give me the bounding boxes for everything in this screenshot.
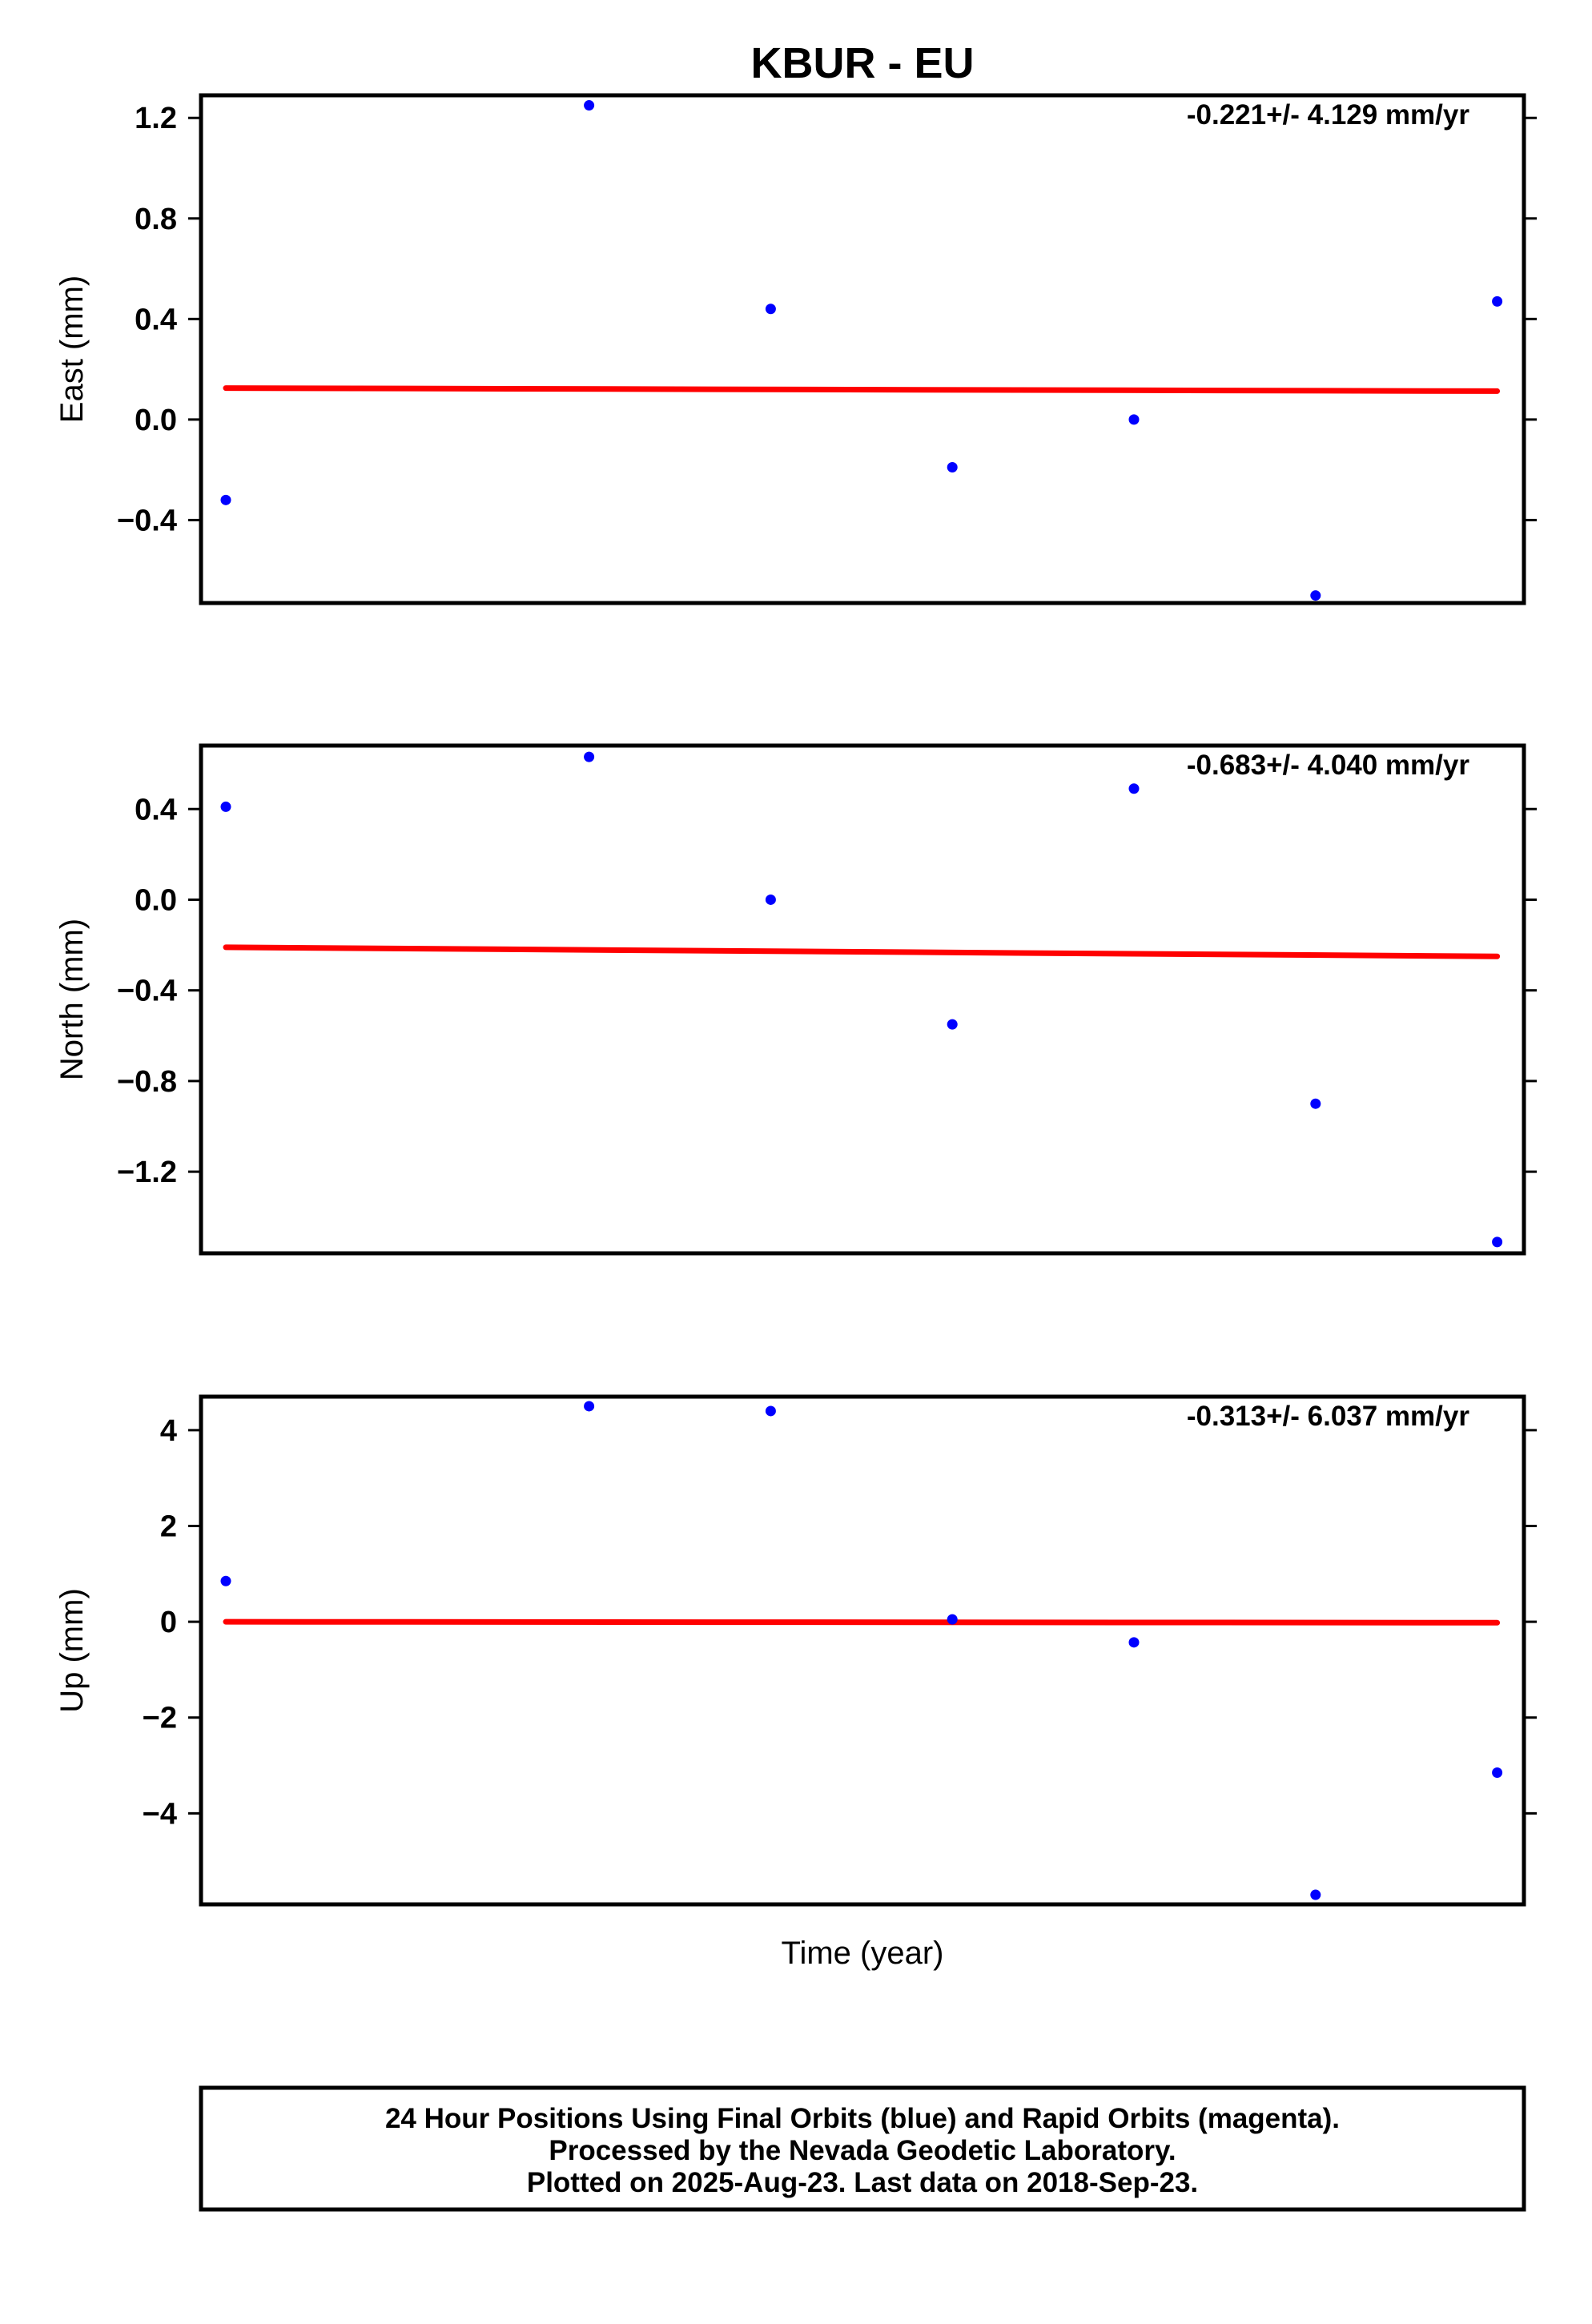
data-point	[947, 462, 958, 473]
footer-line-2: Processed by the Nevada Geodetic Laborat…	[549, 2135, 1176, 2166]
rate-annotation: -0.221+/- 4.129 mm/yr	[1187, 99, 1470, 131]
data-point	[1128, 783, 1140, 794]
data-point	[220, 801, 231, 812]
data-point	[765, 304, 776, 315]
y-tick-label: 0.0	[135, 883, 177, 917]
data-point	[1310, 1889, 1321, 1900]
data-point	[584, 100, 595, 111]
y-axis-label: East (mm)	[54, 275, 90, 423]
rate-annotation: -0.313+/- 6.037 mm/yr	[1187, 1401, 1470, 1432]
chart-title: KBUR - EU	[751, 39, 975, 87]
trend-line	[223, 385, 1501, 394]
y-tick-label: 0.8	[135, 203, 177, 236]
y-tick-label: 0.0	[135, 404, 177, 437]
data-point	[1492, 1767, 1503, 1779]
y-tick-label: 0.4	[135, 793, 177, 826]
y-tick-label: −4	[143, 1797, 177, 1831]
footer-box: 24 Hour Positions Using Final Orbits (bl…	[199, 2085, 1526, 2212]
data-point	[1128, 414, 1140, 425]
y-axis-label: Up (mm)	[54, 1588, 90, 1713]
panel-up: 4 2 0 −2 −4 Up (mm) -0.313+/- 6.037 mm/yr	[54, 1394, 1537, 1907]
data-point	[765, 1405, 776, 1417]
footer-line-3: Plotted on 2025-Aug-23. Last data on 201…	[527, 2167, 1198, 2198]
y-tick-label: 0	[160, 1606, 177, 1639]
panel-east: 1.2 0.8 0.4 0.0 −0.4 East (mm) -0.221+/- 4.129…	[54, 93, 1537, 605]
data-point	[947, 1614, 958, 1625]
y-tick-label: −0.8	[117, 1065, 177, 1099]
data-point	[765, 894, 776, 905]
data-point	[584, 751, 595, 762]
plot-frame	[199, 743, 1526, 1256]
data-point	[1492, 1236, 1503, 1248]
data-point	[584, 1401, 595, 1412]
y-tick-label: −1.2	[117, 1156, 177, 1189]
data-point	[1128, 1637, 1140, 1648]
panel-north: 0.4 0.0 −0.4 −0.8 −1.2 North (mm) -0.683+/- 4.…	[54, 743, 1537, 1256]
data-point	[1492, 296, 1503, 307]
y-axis-label: North (mm)	[54, 919, 90, 1080]
y-tick-label: −2	[143, 1702, 177, 1735]
data-point	[1310, 1098, 1321, 1109]
x-axis-label: Time (year)	[782, 1936, 944, 1971]
plot-frame	[199, 1394, 1526, 1907]
rate-annotation: -0.683+/- 4.040 mm/yr	[1187, 750, 1470, 781]
y-tick-label: 4	[160, 1414, 177, 1448]
trend-line	[223, 944, 1501, 959]
y-tick-label: 0.4	[135, 303, 177, 336]
data-point	[220, 494, 231, 505]
data-point	[1310, 590, 1321, 601]
y-tick-label: 2	[160, 1510, 177, 1543]
data-point	[947, 1019, 958, 1030]
y-tick-label: −0.4	[117, 975, 177, 1008]
data-point	[220, 1575, 231, 1586]
footer-line-1: 24 Hour Positions Using Final Orbits (bl…	[385, 2103, 1340, 2134]
y-tick-label: −0.4	[117, 504, 177, 537]
plot-frame	[199, 93, 1526, 605]
y-tick-label: 1.2	[135, 102, 177, 135]
